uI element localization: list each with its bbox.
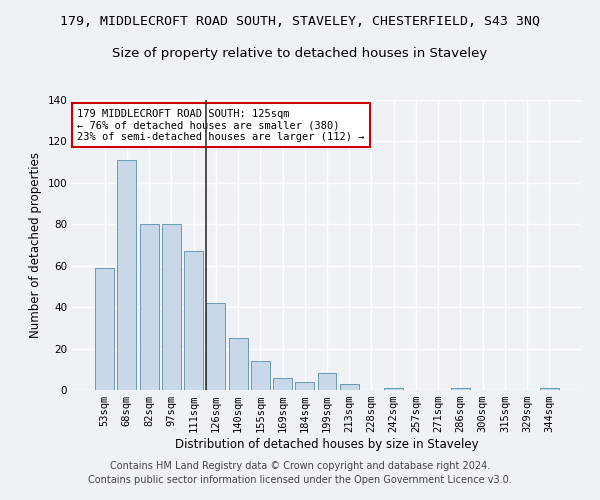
Bar xyxy=(251,361,270,390)
Bar xyxy=(95,268,114,390)
Text: 179, MIDDLECROFT ROAD SOUTH, STAVELEY, CHESTERFIELD, S43 3NQ: 179, MIDDLECROFT ROAD SOUTH, STAVELEY, C… xyxy=(60,15,540,28)
Bar xyxy=(273,378,292,390)
X-axis label: Distribution of detached houses by size in Staveley: Distribution of detached houses by size … xyxy=(175,438,479,451)
Bar xyxy=(384,388,403,390)
Bar xyxy=(206,303,225,390)
Y-axis label: Number of detached properties: Number of detached properties xyxy=(29,152,42,338)
Bar xyxy=(162,224,181,390)
Bar xyxy=(340,384,359,390)
Bar xyxy=(317,374,337,390)
Bar xyxy=(540,388,559,390)
Bar xyxy=(451,388,470,390)
Text: Size of property relative to detached houses in Staveley: Size of property relative to detached ho… xyxy=(112,48,488,60)
Bar xyxy=(118,160,136,390)
Text: Contains HM Land Registry data © Crown copyright and database right 2024.
Contai: Contains HM Land Registry data © Crown c… xyxy=(88,461,512,485)
Bar xyxy=(229,338,248,390)
Bar xyxy=(140,224,158,390)
Text: 179 MIDDLECROFT ROAD SOUTH: 125sqm
← 76% of detached houses are smaller (380)
23: 179 MIDDLECROFT ROAD SOUTH: 125sqm ← 76%… xyxy=(77,108,365,142)
Bar xyxy=(295,382,314,390)
Bar xyxy=(184,251,203,390)
